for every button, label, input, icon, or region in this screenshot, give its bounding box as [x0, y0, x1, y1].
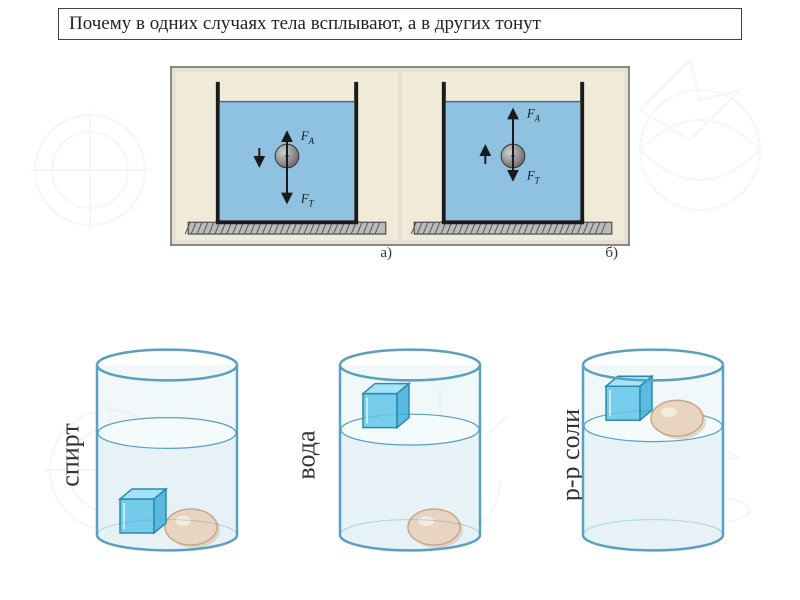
- diagram-b-svg: FАFТ: [402, 72, 624, 240]
- beaker-svg-salt: [563, 340, 743, 560]
- diagram-a-svg: FАFТ: [176, 72, 398, 240]
- beaker-salt: р-р соли: [533, 340, 753, 570]
- diagram-panel-b: FАFТ б): [402, 72, 624, 240]
- beaker-water: вода: [290, 340, 510, 570]
- beaker-row: спирт вода р-р соли: [40, 340, 760, 570]
- beaker-svg-alcohol: [77, 340, 257, 560]
- beaker-alcohol: спирт: [47, 340, 267, 570]
- diagram-panel-a: FАFТ а): [176, 72, 398, 240]
- caption-b: б): [605, 245, 618, 262]
- beaker-svg-water: [320, 340, 500, 560]
- page-title: Почему в одних случаях тела всплывают, а…: [69, 13, 731, 35]
- caption-a: а): [380, 245, 392, 262]
- title-container: Почему в одних случаях тела всплывают, а…: [58, 8, 742, 40]
- beaker-label-water: вода: [292, 430, 322, 479]
- force-diagrams: FАFТ а) FАFТ б): [170, 66, 630, 246]
